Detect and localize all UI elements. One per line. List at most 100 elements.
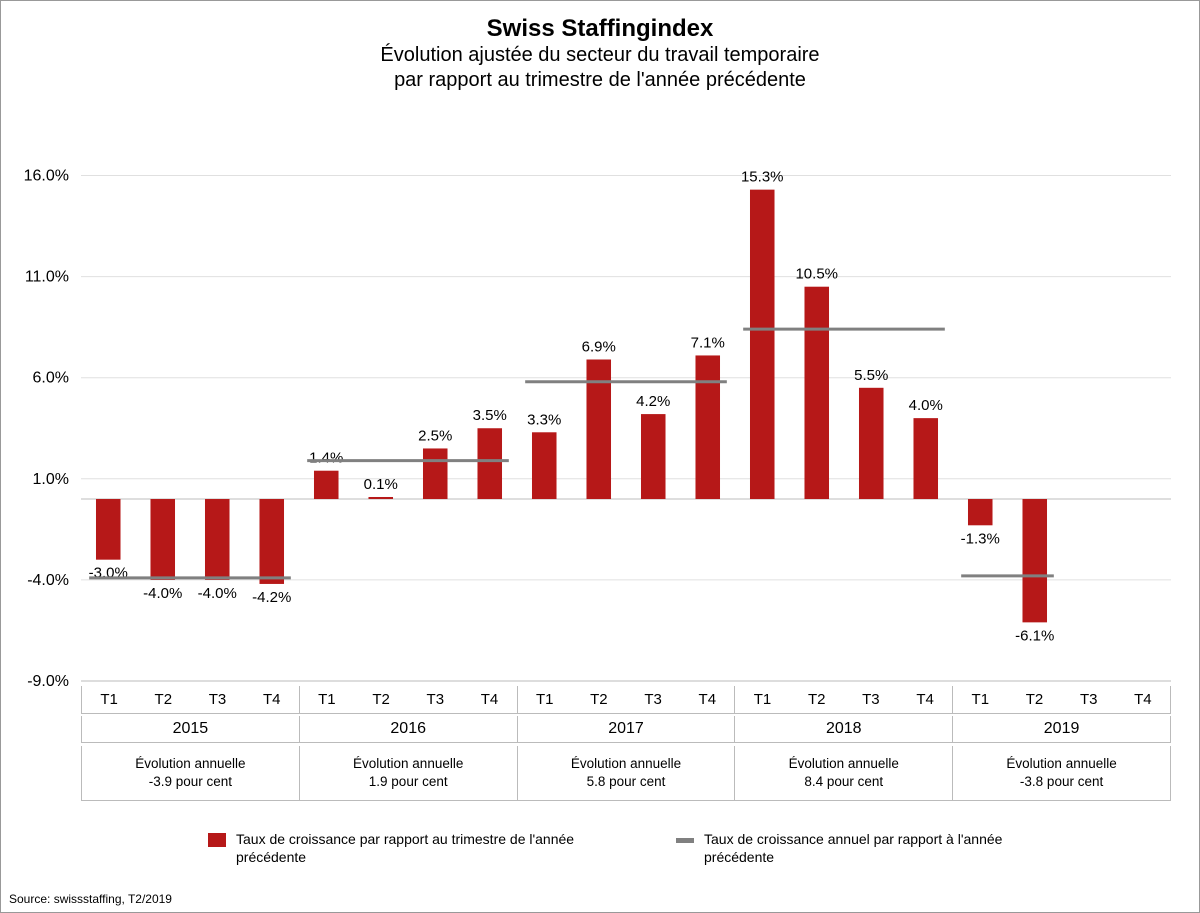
annual-value-text: 5.8 pour cent [522,773,731,791]
bar-value-label: 10.5% [795,266,838,283]
bar [913,418,938,499]
chart-frame: Swiss Staffingindex Évolution ajustée du… [0,0,1200,913]
legend-swatch-bar [208,833,226,847]
bar-value-label: 5.5% [854,367,888,384]
quarter-group: T1T2T3T4 [81,686,299,714]
year-group: 2015 [81,716,299,743]
annual-label-text: Évolution annuelle [522,755,731,773]
quarter-label: T2 [572,686,626,713]
chart-subtitle-1: Évolution ajustée du secteur du travail … [1,43,1199,68]
bar-value-label: 3.3% [527,411,561,428]
annual-evolution-label: Évolution annuelle-3.8 pour cent [953,746,1170,800]
annual-evolution-label: Évolution annuelle5.8 pour cent [518,746,735,800]
bar-value-label: -4.0% [198,585,237,602]
year-group: 2019 [952,716,1171,743]
bar [423,448,448,499]
bar-value-label: 3.5% [473,407,507,424]
ytick-label: -4.0% [27,572,69,589]
quarter-label: T2 [136,686,190,713]
chart-title: Swiss Staffingindex [1,15,1199,43]
quarter-label: T3 [626,686,680,713]
legend-item-bar: Taux de croissance par rapport au trimes… [208,831,576,866]
bar [532,432,557,499]
year-group: 2017 [517,716,735,743]
annual-group: Évolution annuelle1.9 pour cent [299,746,517,801]
xaxis-annual: Évolution annuelle-3.9 pour centÉvolutio… [81,746,1171,801]
quarter-label: T4 [462,686,516,713]
quarter-group: T1T2T3T4 [734,686,952,714]
annual-group: Évolution annuelle5.8 pour cent [517,746,735,801]
bar [368,497,393,499]
year-group: 2018 [734,716,952,743]
legend-label-bar: Taux de croissance par rapport au trimes… [236,831,576,866]
quarter-label: T2 [354,686,408,713]
quarter-label: T4 [245,686,299,713]
annual-value-text: -3.9 pour cent [86,773,295,791]
bar-value-label: 15.3% [741,169,784,186]
bar-value-label: 0.1% [364,476,398,493]
year-group: 2016 [299,716,517,743]
year-label: 2018 [735,716,952,742]
quarter-label: T1 [300,686,354,713]
quarter-label: T3 [1062,686,1116,713]
quarter-group: T1T2T3T4 [517,686,735,714]
bar-value-label: -4.0% [143,585,182,602]
legend-item-line: Taux de croissance annuel par rapport à … [676,831,1044,866]
bar [477,428,502,499]
ytick-label: -9.0% [27,673,69,690]
annual-value-text: 1.9 pour cent [304,773,513,791]
annual-group: Évolution annuelle-3.9 pour cent [81,746,299,801]
legend-label-line: Taux de croissance annuel par rapport à … [704,831,1044,866]
source-label: Source: swissstaffing, T2/2019 [9,892,172,906]
bar [259,499,284,584]
annual-evolution-label: Évolution annuelle1.9 pour cent [300,746,517,800]
quarter-label: T1 [735,686,789,713]
annual-value-text: 8.4 pour cent [739,773,948,791]
quarter-label: T1 [518,686,572,713]
quarter-group: T1T2T3T4 [299,686,517,714]
ytick-label: 6.0% [33,370,69,387]
year-label: 2016 [300,716,517,742]
bar-value-label: 6.9% [582,338,616,355]
bar [96,499,121,560]
quarter-label: T2 [790,686,844,713]
year-label: 2017 [518,716,735,742]
annual-group: Évolution annuelle-3.8 pour cent [952,746,1171,801]
quarter-label: T3 [408,686,462,713]
annual-label-text: Évolution annuelle [86,755,295,773]
legend: Taux de croissance par rapport au trimes… [81,831,1171,866]
chart-svg: -9.0%-4.0%1.0%6.0%11.0%16.0%-3.0%-4.0%-4… [81,131,1171,681]
bar [641,414,666,499]
bar [695,355,720,499]
bar [859,388,884,499]
bar [1022,499,1047,622]
bar-value-label: 4.0% [909,397,943,414]
bar [750,190,775,499]
quarter-group: T1T2T3T4 [952,686,1171,714]
chart-plot-area: -9.0%-4.0%1.0%6.0%11.0%16.0%-3.0%-4.0%-4… [81,131,1171,681]
annual-label-text: Évolution annuelle [304,755,513,773]
bar [205,499,230,580]
quarter-label: T4 [898,686,952,713]
quarter-label: T4 [1116,686,1170,713]
year-label: 2019 [953,716,1170,742]
xaxis-quarters: T1T2T3T4T1T2T3T4T1T2T3T4T1T2T3T4T1T2T3T4 [81,686,1171,714]
bar-value-label: -6.1% [1015,627,1054,644]
year-label: 2015 [82,716,299,742]
annual-label-text: Évolution annuelle [957,755,1166,773]
bar [314,471,339,499]
quarter-label: T4 [680,686,734,713]
ytick-label: 16.0% [24,167,69,184]
annual-evolution-label: Évolution annuelle8.4 pour cent [735,746,952,800]
title-block: Swiss Staffingindex Évolution ajustée du… [1,1,1199,93]
quarter-label: T2 [1007,686,1061,713]
bar-value-label: 2.5% [418,427,452,444]
xaxis-years: 20152016201720182019 [81,716,1171,743]
annual-group: Évolution annuelle8.4 pour cent [734,746,952,801]
quarter-label: T1 [82,686,136,713]
legend-swatch-line [676,838,694,843]
ytick-label: 1.0% [33,471,69,488]
quarter-label: T1 [953,686,1007,713]
bar-value-label: 1.4% [309,450,343,467]
bar-value-label: -4.2% [252,589,291,606]
